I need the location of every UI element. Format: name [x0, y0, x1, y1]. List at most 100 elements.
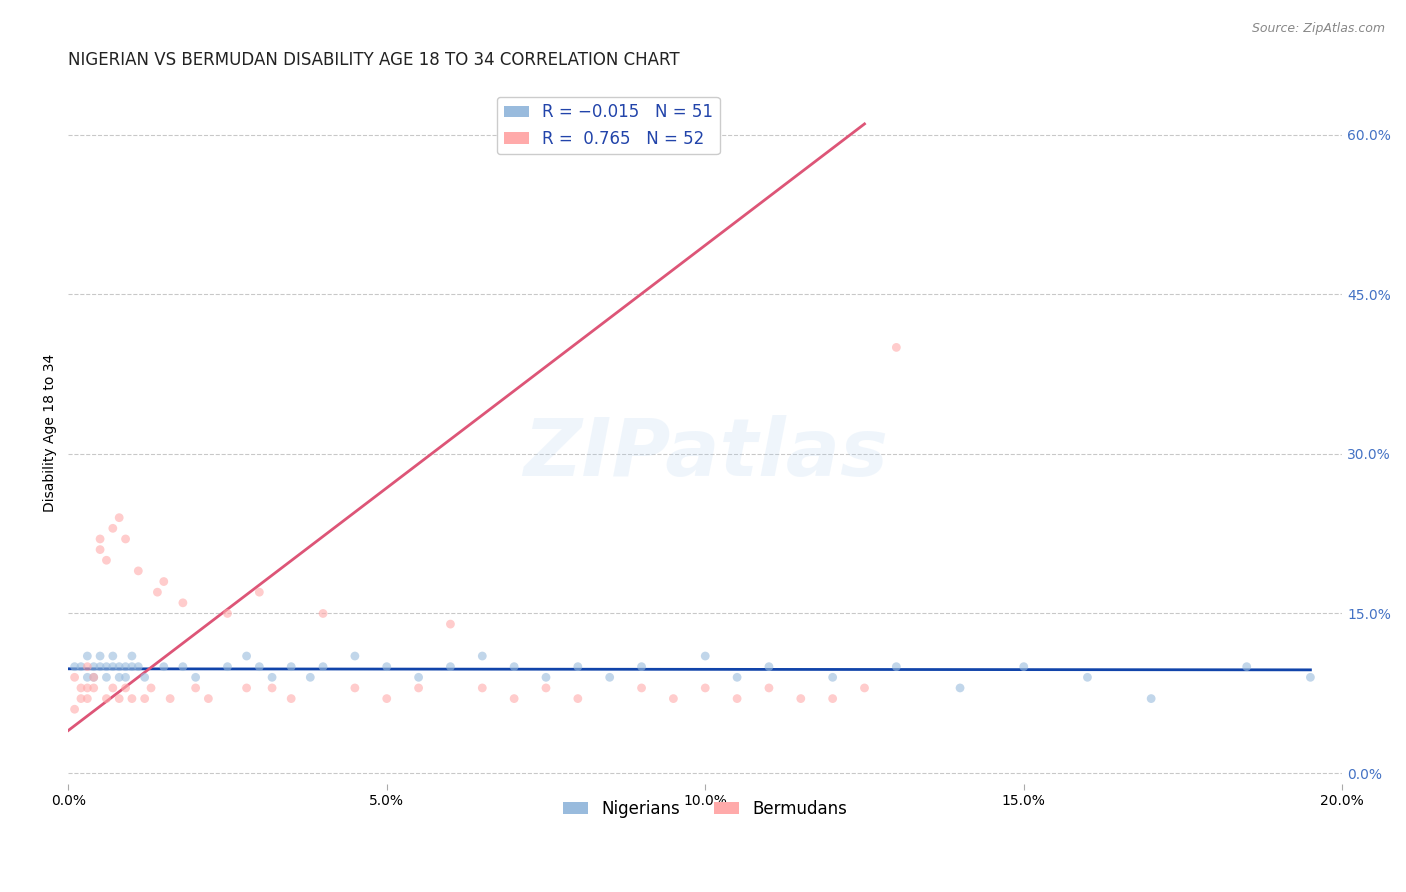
- Point: [853, 681, 876, 695]
- Point: [280, 659, 302, 673]
- Point: [83, 681, 105, 695]
- Point: [217, 607, 239, 621]
- Text: NIGERIAN VS BERMUDAN DISABILITY AGE 18 TO 34 CORRELATION CHART: NIGERIAN VS BERMUDAN DISABILITY AGE 18 T…: [69, 51, 681, 69]
- Point: [76, 648, 98, 663]
- Point: [471, 648, 494, 663]
- Point: [567, 691, 589, 706]
- Point: [114, 659, 136, 673]
- Point: [247, 585, 270, 599]
- Point: [662, 691, 685, 706]
- Point: [152, 659, 174, 673]
- Point: [76, 670, 98, 684]
- Point: [725, 691, 748, 706]
- Point: [408, 670, 430, 684]
- Point: [159, 691, 181, 706]
- Point: [172, 596, 194, 610]
- Point: [139, 681, 162, 695]
- Point: [83, 670, 105, 684]
- Point: [83, 670, 105, 684]
- Point: [76, 691, 98, 706]
- Point: [1140, 691, 1163, 706]
- Point: [534, 670, 557, 684]
- Point: [471, 681, 494, 695]
- Point: [127, 659, 149, 673]
- Point: [247, 659, 270, 673]
- Point: [1076, 670, 1098, 684]
- Point: [134, 670, 156, 684]
- Point: [83, 659, 105, 673]
- Point: [375, 659, 398, 673]
- Point: [89, 532, 111, 546]
- Point: [949, 681, 972, 695]
- Point: [101, 521, 124, 535]
- Point: [1012, 659, 1035, 673]
- Point: [121, 691, 143, 706]
- Point: [758, 659, 780, 673]
- Point: [172, 659, 194, 673]
- Point: [197, 691, 219, 706]
- Point: [630, 681, 652, 695]
- Point: [127, 564, 149, 578]
- Point: [695, 681, 717, 695]
- Point: [1299, 670, 1322, 684]
- Point: [63, 670, 86, 684]
- Point: [76, 681, 98, 695]
- Y-axis label: Disability Age 18 to 34: Disability Age 18 to 34: [44, 353, 58, 512]
- Point: [312, 607, 335, 621]
- Point: [439, 659, 461, 673]
- Point: [262, 681, 284, 695]
- Point: [89, 648, 111, 663]
- Point: [312, 659, 335, 673]
- Point: [567, 659, 589, 673]
- Point: [108, 510, 131, 524]
- Point: [695, 648, 717, 663]
- Point: [235, 681, 257, 695]
- Point: [101, 648, 124, 663]
- Point: [821, 670, 844, 684]
- Point: [96, 670, 118, 684]
- Point: [630, 659, 652, 673]
- Point: [343, 648, 366, 663]
- Point: [217, 659, 239, 673]
- Point: [758, 681, 780, 695]
- Point: [146, 585, 169, 599]
- Point: [439, 617, 461, 632]
- Point: [63, 702, 86, 716]
- Point: [96, 553, 118, 567]
- Point: [262, 670, 284, 684]
- Point: [408, 681, 430, 695]
- Point: [114, 670, 136, 684]
- Point: [821, 691, 844, 706]
- Point: [534, 681, 557, 695]
- Point: [63, 659, 86, 673]
- Point: [184, 670, 207, 684]
- Point: [503, 691, 526, 706]
- Point: [108, 659, 131, 673]
- Point: [184, 681, 207, 695]
- Point: [114, 681, 136, 695]
- Point: [96, 659, 118, 673]
- Point: [96, 691, 118, 706]
- Point: [725, 670, 748, 684]
- Point: [101, 681, 124, 695]
- Point: [121, 659, 143, 673]
- Legend: Nigerians, Bermudans: Nigerians, Bermudans: [557, 793, 853, 824]
- Point: [299, 670, 322, 684]
- Point: [76, 659, 98, 673]
- Point: [790, 691, 813, 706]
- Text: ZIPatlas: ZIPatlas: [523, 415, 887, 492]
- Point: [89, 659, 111, 673]
- Point: [70, 659, 93, 673]
- Point: [70, 691, 93, 706]
- Point: [1236, 659, 1258, 673]
- Point: [108, 670, 131, 684]
- Point: [108, 691, 131, 706]
- Text: Source: ZipAtlas.com: Source: ZipAtlas.com: [1251, 22, 1385, 36]
- Point: [343, 681, 366, 695]
- Point: [503, 659, 526, 673]
- Point: [235, 648, 257, 663]
- Point: [114, 532, 136, 546]
- Point: [134, 691, 156, 706]
- Point: [101, 659, 124, 673]
- Point: [280, 691, 302, 706]
